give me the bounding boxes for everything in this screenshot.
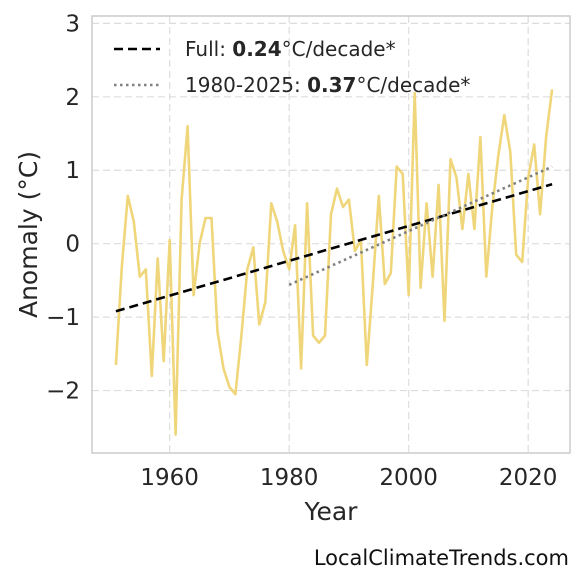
y-tick-label: −1 (46, 305, 80, 331)
y-tick-label: 0 (65, 232, 80, 258)
x-tick-label: 1980 (260, 465, 319, 491)
source-watermark: LocalClimateTrends.com (313, 546, 569, 570)
y-tick-label: 1 (65, 158, 80, 184)
legend-entry: Full: 0.24°C/decade* (185, 37, 396, 61)
y-axis-label: Anomaly (°C) (14, 151, 43, 318)
trend-line-1980 (288, 165, 553, 286)
y-tick-label: 3 (65, 11, 80, 37)
x-tick-label: 2020 (499, 465, 558, 491)
plot-frame (91, 15, 571, 454)
legend-entry: 1980-2025: 0.37°C/decade* (185, 73, 470, 97)
trend-line-full (115, 182, 553, 313)
y-tick-label: 2 (65, 85, 80, 111)
y-tick-label: −2 (46, 379, 80, 405)
x-tick-label: 1960 (140, 465, 199, 491)
anomaly-line (114, 89, 554, 436)
x-tick-label: 2000 (379, 465, 438, 491)
x-axis-label: Year (304, 497, 359, 526)
